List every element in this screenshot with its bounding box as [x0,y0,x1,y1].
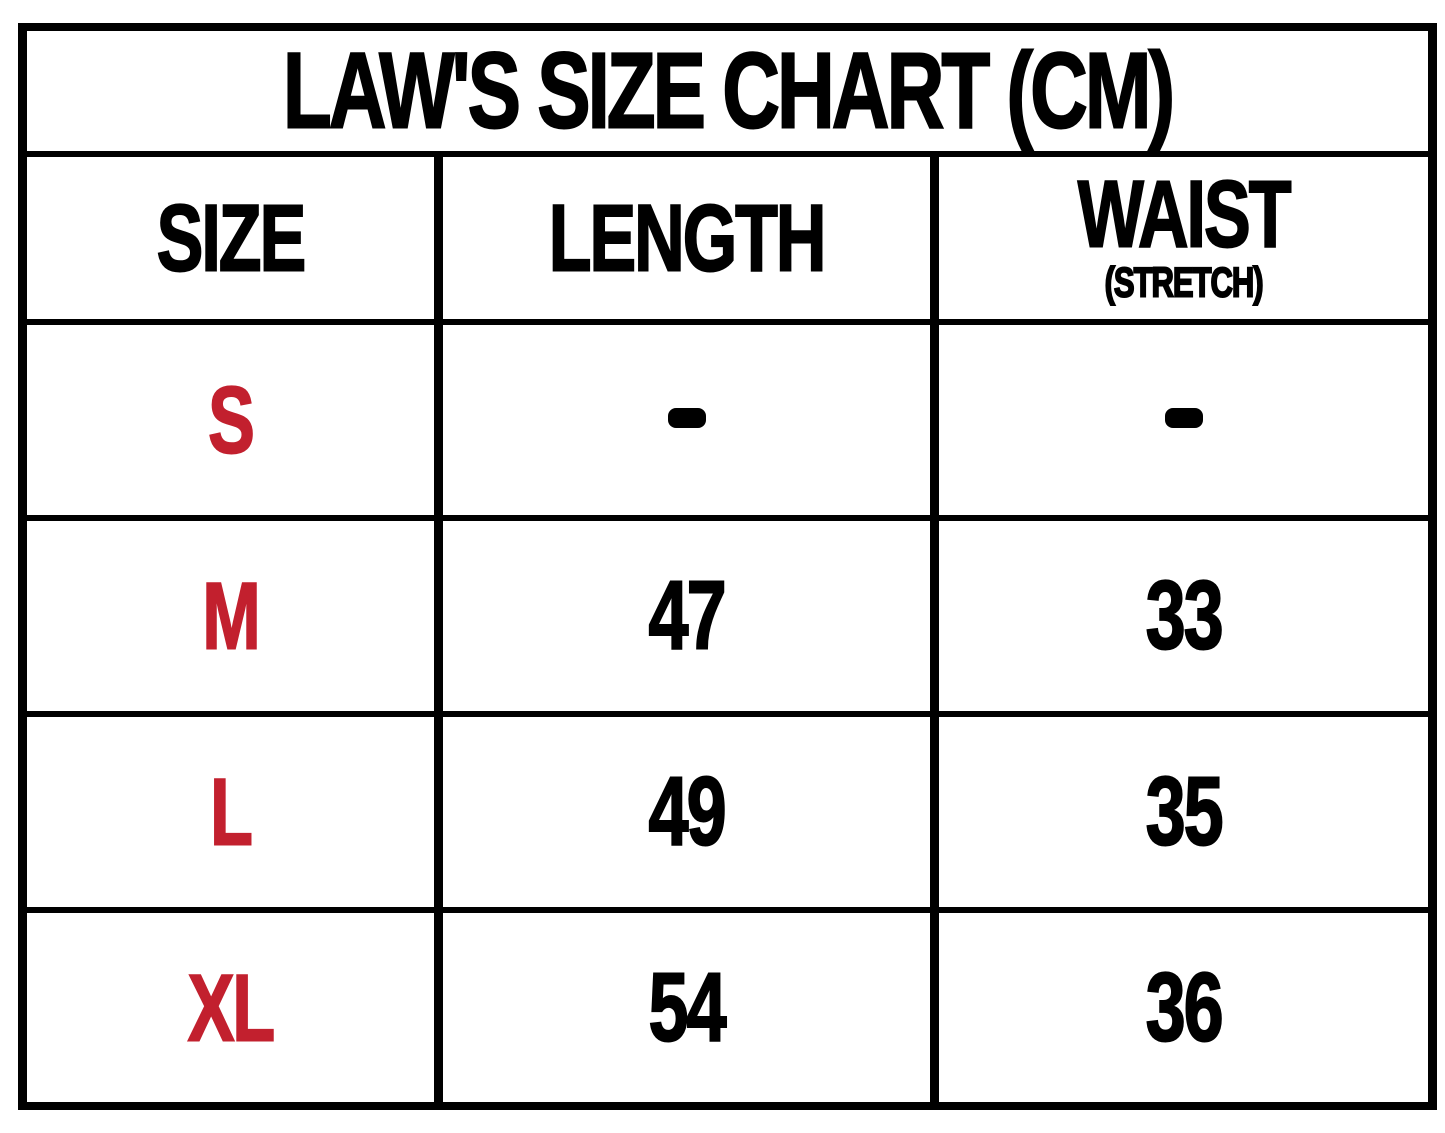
waist-cell-m: 33 [930,515,1437,717]
waist-stretch-note: (STRETCH) [1104,258,1265,306]
title-row: LAW'S SIZE CHART (CM) [18,24,1437,157]
column-header-length-label: LENGTH [548,185,827,291]
length-cell-s: - [433,319,940,521]
table-row-s: S - - [18,319,1437,521]
size-label-xl: XL [187,954,276,1061]
table-row-xl: XL 54 36 [18,907,1437,1109]
waist-value-l: 35 [1145,758,1225,866]
size-cell-m: M [18,515,443,717]
table-row-l: L 49 35 [18,711,1437,913]
length-value-l: 49 [648,758,728,866]
waist-cell-s: - [930,319,1437,521]
table-row-m: M 47 33 [18,515,1437,717]
chart-title: LAW'S SIZE CHART (CM) [282,30,1176,151]
waist-value-m: 33 [1145,562,1225,670]
size-cell-xl: XL [18,907,443,1109]
header-row: SIZE LENGTH WAIST (STRETCH) [18,151,1437,325]
size-cell-s: S [18,319,443,521]
column-header-size-label: SIZE [156,185,307,291]
waist-value-s-dash: - [1164,407,1203,428]
size-label-l: L [209,759,253,865]
length-value-xl: 54 [648,953,728,1062]
waist-cell-l: 35 [930,711,1437,913]
waist-cell-xl: 36 [930,907,1437,1109]
length-cell-m: 47 [433,515,940,717]
waist-header-stack: WAIST (STRETCH) [939,165,1428,304]
column-header-length: LENGTH [433,151,940,325]
column-header-size: SIZE [18,151,443,325]
size-label-s: S [207,367,255,473]
title-cell: LAW'S SIZE CHART (CM) [18,24,1437,157]
column-header-waist-label: WAIST [1077,160,1292,267]
size-label-m: M [202,563,262,669]
length-value-s-dash: - [667,407,706,428]
length-cell-xl: 54 [433,907,940,1109]
length-value-m: 47 [648,562,728,670]
column-header-waist: WAIST (STRETCH) [930,151,1437,325]
size-cell-l: L [18,711,443,913]
size-chart-table: LAW'S SIZE CHART (CM) SIZE LENGTH WAIST … [18,23,1437,1110]
length-cell-l: 49 [433,711,940,913]
waist-value-xl: 36 [1145,953,1225,1062]
